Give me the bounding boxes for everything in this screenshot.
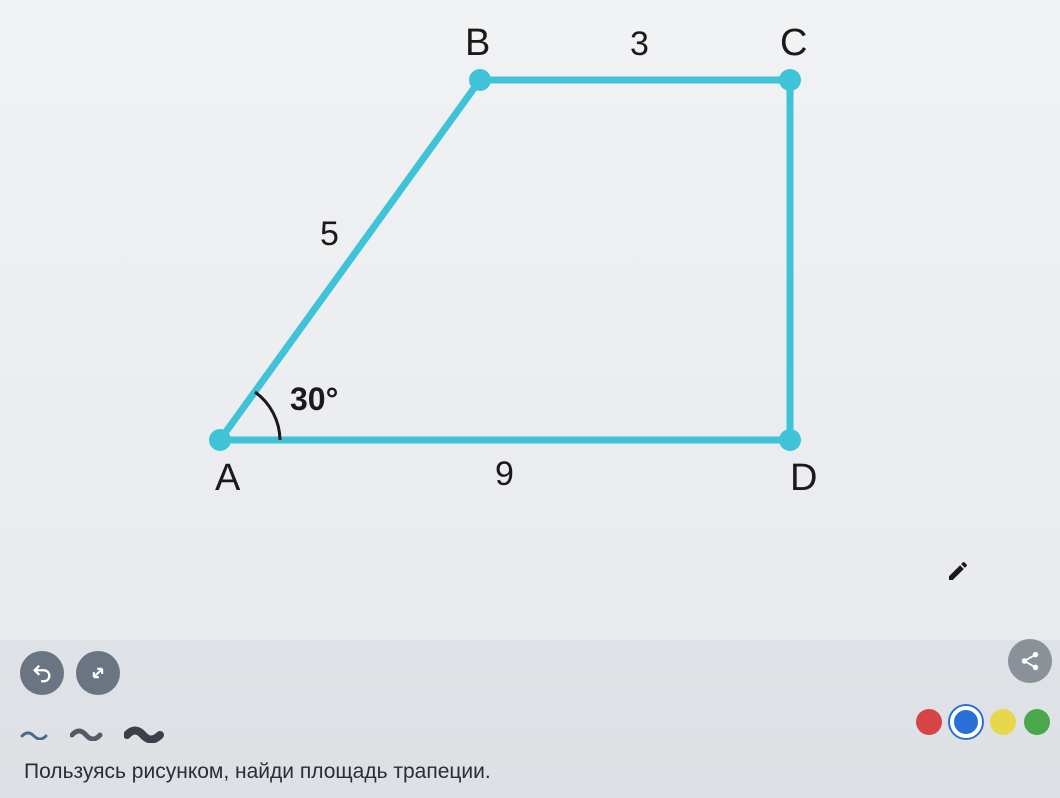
edge-ab [220,80,480,440]
color-blue[interactable] [950,706,982,738]
angle-arc [255,392,280,440]
trapezoid-diagram: A B C D 5 3 9 30° [0,0,1060,640]
color-red[interactable] [916,709,942,735]
vertex-b [469,69,491,91]
vertex-c [779,69,801,91]
label-bc: 3 [630,25,649,63]
brush-thin[interactable] [20,727,52,739]
label-angle: 30° [290,381,338,417]
label-c: C [780,22,807,64]
brush-thick[interactable] [124,723,166,743]
pen-icon[interactable] [946,559,970,588]
vertex-a [209,429,231,451]
color-palette [916,706,1050,738]
color-yellow[interactable] [990,709,1016,735]
brush-medium[interactable] [70,725,106,741]
question-text: Пользуясь рисунком, найди площадь трапец… [24,760,491,784]
label-ab: 5 [320,215,339,253]
label-d: D [790,457,817,499]
toolbar [0,643,1060,703]
drawing-canvas[interactable]: A B C D 5 3 9 30° [0,0,1060,640]
label-a: A [215,457,241,499]
label-b: B [465,22,490,64]
resize-button[interactable] [76,651,120,695]
undo-button[interactable] [20,651,64,695]
color-green[interactable] [1024,709,1050,735]
share-button[interactable] [1008,639,1052,683]
brush-row [20,723,166,743]
vertex-d [779,429,801,451]
label-ad: 9 [495,455,514,493]
